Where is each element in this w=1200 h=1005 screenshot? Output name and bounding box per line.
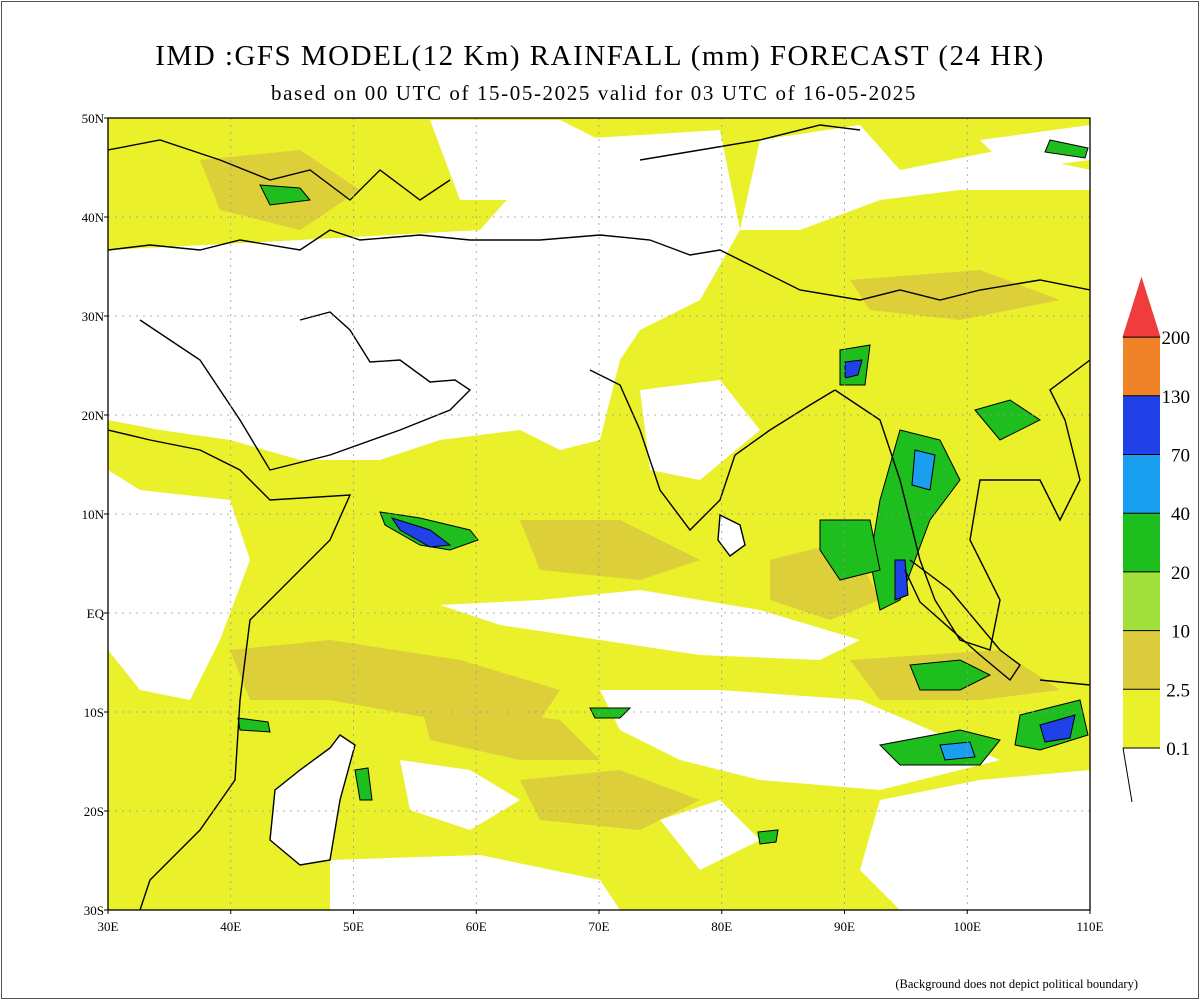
- legend-label: 10: [1171, 622, 1190, 643]
- lon-label: 110E: [1077, 919, 1104, 934]
- legend-swatch: [1123, 571, 1160, 631]
- lat-label: 50N: [82, 111, 105, 126]
- legend-swatch: [1123, 337, 1160, 396]
- legend-label: 20: [1171, 563, 1190, 584]
- lon-label: 80E: [711, 919, 732, 934]
- legend-swatch: [1123, 630, 1160, 690]
- coastlines: [108, 124, 1090, 910]
- legend-label: 0.1: [1166, 739, 1190, 760]
- legend: 0.1 2.5 10 20 40 70 130 200: [1122, 276, 1191, 760]
- legend-swatch: [1123, 513, 1160, 572]
- lat-label: 30N: [82, 309, 105, 324]
- lon-label: 40E: [220, 919, 241, 934]
- legend-label: 2.5: [1166, 680, 1190, 701]
- legend-swatch: [1123, 395, 1160, 455]
- footnote: (Background does not depict political bo…: [895, 977, 1138, 991]
- lon-label: 70E: [589, 919, 610, 934]
- lat-label: 40N: [82, 210, 105, 225]
- legend-label: 130: [1162, 387, 1191, 408]
- legend-label: 70: [1171, 446, 1190, 467]
- dry-areas: [108, 120, 1090, 910]
- grid: [108, 118, 1090, 910]
- legend-label: 40: [1171, 504, 1190, 525]
- legend-pointer: [1122, 747, 1133, 803]
- lat-label: 10N: [82, 507, 105, 522]
- lat-label: 10S: [84, 705, 104, 720]
- lat-label: EQ: [87, 606, 105, 621]
- lon-label: 30E: [98, 919, 119, 934]
- title: IMD :GFS MODEL(12 Km) RAINFALL (mm) FORE…: [155, 40, 1044, 72]
- legend-swatch: [1123, 454, 1160, 514]
- heavy-rain: [237, 139, 1089, 845]
- lat-label: 20S: [84, 804, 104, 819]
- lon-label: 60E: [466, 919, 487, 934]
- lon-label: 90E: [834, 919, 855, 934]
- legend-swatch: [1123, 689, 1160, 748]
- lon-label: 50E: [343, 919, 364, 934]
- legend-label: 200: [1162, 328, 1191, 349]
- subtitle: based on 00 UTC of 15-05-2025 valid for …: [271, 81, 917, 105]
- lat-label: 30S: [84, 903, 104, 918]
- lat-label: 20N: [82, 408, 105, 423]
- map: [108, 118, 1090, 910]
- lon-label: 100E: [954, 919, 982, 934]
